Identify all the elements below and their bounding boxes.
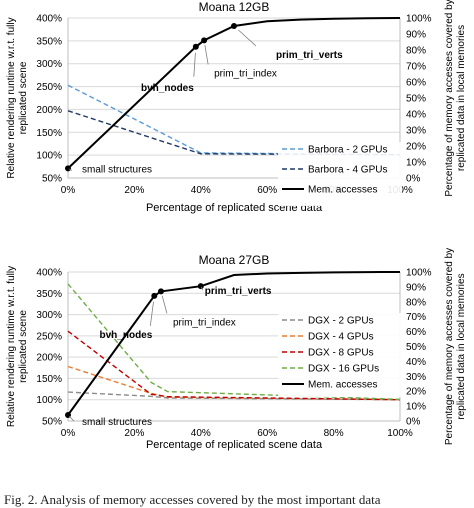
y-right-axis-title: Percentage of memory accesses covered by… <box>444 0 467 197</box>
y-left-tick-label: 50% <box>42 417 62 428</box>
annotation-prim-tri-index: prim_tri_index <box>214 68 277 79</box>
figure-caption: Fig. 2. Analysis of memory accesses cove… <box>4 492 381 507</box>
x-tick-label: 0% <box>61 185 76 196</box>
y-right-tick-label: 0% <box>406 417 421 428</box>
data-point-marker <box>201 37 208 44</box>
y-left-tick-label: 50% <box>42 174 62 185</box>
data-point-marker <box>65 165 71 172</box>
annotation-leader-line <box>238 29 257 47</box>
y-right-tick-label: 30% <box>406 126 426 137</box>
y-right-tick-label: 100% <box>406 14 432 25</box>
x-tick-label: 80% <box>324 428 344 439</box>
y-right-tick-label: 20% <box>406 387 426 398</box>
data-point-marker <box>192 43 199 50</box>
y-left-axis-title: Relative rendering runtime w.r.t. fullyr… <box>6 266 29 427</box>
annotation-leader-line <box>161 295 168 314</box>
y-left-tick-label: 100% <box>36 395 62 406</box>
y-left-tick-label: 200% <box>36 105 62 116</box>
y-right-tick-label: 50% <box>406 342 426 353</box>
annotation-bvh-nodes: bvh_nodes <box>100 330 153 341</box>
figure-canvas: Moana 12GB 50% 100% 150% 200% 250% 300% 350% 400… <box>6 0 467 451</box>
y-left-tick-label: 400% <box>36 14 62 25</box>
y-right-tick-label: 90% <box>406 282 426 293</box>
annotation-leader-line <box>204 45 209 65</box>
annotation-small-structures: small structures <box>82 164 152 175</box>
y-left-tick-label: 250% <box>36 82 62 93</box>
chart-panel-2: Moana 27GB 50% 100% 150% 200% 250% 300% 350% 400… <box>6 248 467 451</box>
chart-legend: Barbora - 2 GPUs Barbora - 4 GPUs Mem. acc… <box>278 142 402 206</box>
annotation-prim-tri-index: prim_tri_index <box>173 317 236 328</box>
x-tick-label: 0% <box>61 428 76 439</box>
legend-background <box>278 142 402 206</box>
y-right-tick-label: 50% <box>406 94 426 105</box>
chart-title: Moana 12GB <box>199 0 270 14</box>
annotation-leader-line <box>193 52 196 77</box>
y-right-tick-label: 80% <box>406 297 426 308</box>
y-right-tick-label: 60% <box>406 327 426 338</box>
y-left-tick-label: 100% <box>36 151 62 162</box>
annotation-prim-tri-verts: prim_tri_verts <box>276 50 343 61</box>
series-line-mem-accesses <box>67 17 401 170</box>
y-left-tick-label: 150% <box>36 128 62 139</box>
x-tick-label: 60% <box>257 185 277 196</box>
y-left-axis-title: Relative rendering runtime w.r.t. fullyr… <box>6 17 29 178</box>
legend-label: Mem. accesses <box>308 185 377 196</box>
y-right-tick-label: 20% <box>406 142 426 153</box>
y-right-tick-label: 0% <box>406 174 421 185</box>
legend-label: DGX - 16 GPUs <box>308 364 379 375</box>
y-right-axis-title: Percentage of memory accesses covered by… <box>444 248 467 445</box>
series-line-dgx-4-gpus <box>67 365 401 401</box>
annotation-leader-line <box>68 168 73 171</box>
annotation-small-structures: small structures <box>82 417 152 428</box>
legend-label: Mem. accesses <box>308 380 377 391</box>
y-left-tick-label: 150% <box>36 374 62 385</box>
annotation-leader-line <box>200 286 204 291</box>
y-left-tick-label: 300% <box>36 310 62 321</box>
y-left-tick-label: 350% <box>36 36 62 47</box>
x-tick-label: 40% <box>191 428 211 439</box>
legend-label: DGX - 2 GPUs <box>308 316 374 327</box>
legend-label: DGX - 8 GPUs <box>308 348 374 359</box>
y-left-tick-label: 200% <box>36 353 62 364</box>
legend-label: DGX - 4 GPUs <box>308 332 374 343</box>
x-tick-label: 40% <box>191 185 211 196</box>
annotation-leader-line <box>68 415 75 422</box>
y-left-tick-label: 300% <box>36 59 62 70</box>
y-right-tick-label: 10% <box>406 402 426 413</box>
x-tick-label: 20% <box>124 428 144 439</box>
data-point-marker <box>231 23 237 29</box>
series-line-dgx-2-gpus <box>67 391 401 401</box>
series-line-mem-accesses <box>67 271 401 416</box>
data-point-marker <box>151 292 158 299</box>
y-right-tick-label: 100% <box>406 268 432 279</box>
data-point-marker <box>157 288 164 295</box>
chart-legend: DGX - 2 GPUs DGX - 4 GPUs DGX - 8 GPUs DGX … <box>278 313 402 397</box>
chart-panel-1: Moana 12GB 50% 100% 150% 200% 250% 300% 350% 400… <box>6 0 467 214</box>
series-line-dgx-8-gpus <box>67 330 401 401</box>
annotation-leader-line <box>149 301 154 326</box>
y-right-tick-label: 80% <box>406 46 426 57</box>
y-right-tick-label: 30% <box>406 372 426 383</box>
y-left-tick-label: 350% <box>36 289 62 300</box>
chart-title: Moana 27GB <box>199 253 270 267</box>
y-right-tick-label: 10% <box>406 158 426 169</box>
data-point-marker <box>197 283 204 290</box>
y-right-tick-label: 70% <box>406 62 426 73</box>
y-right-tick-label: 90% <box>406 30 426 41</box>
x-tick-label: 60% <box>257 428 277 439</box>
y-right-tick-label: 40% <box>406 110 426 121</box>
y-right-tick-label: 40% <box>406 357 426 368</box>
legend-label: Barbora - 4 GPUs <box>308 165 387 176</box>
y-left-tick-label: 400% <box>36 268 62 279</box>
y-right-tick-label: 70% <box>406 312 426 323</box>
y-right-tick-label: 60% <box>406 78 426 89</box>
x-axis-title: Percentage of replicated scene data <box>146 439 323 451</box>
x-tick-label: 100% <box>387 428 413 439</box>
annotation-prim-tri-verts: prim_tri_verts <box>205 286 272 297</box>
legend-label: Barbora - 2 GPUs <box>308 145 387 156</box>
x-tick-label: 20% <box>124 185 144 196</box>
y-left-tick-label: 250% <box>36 331 62 342</box>
annotation-bvh-nodes: bvh_nodes <box>141 83 194 94</box>
